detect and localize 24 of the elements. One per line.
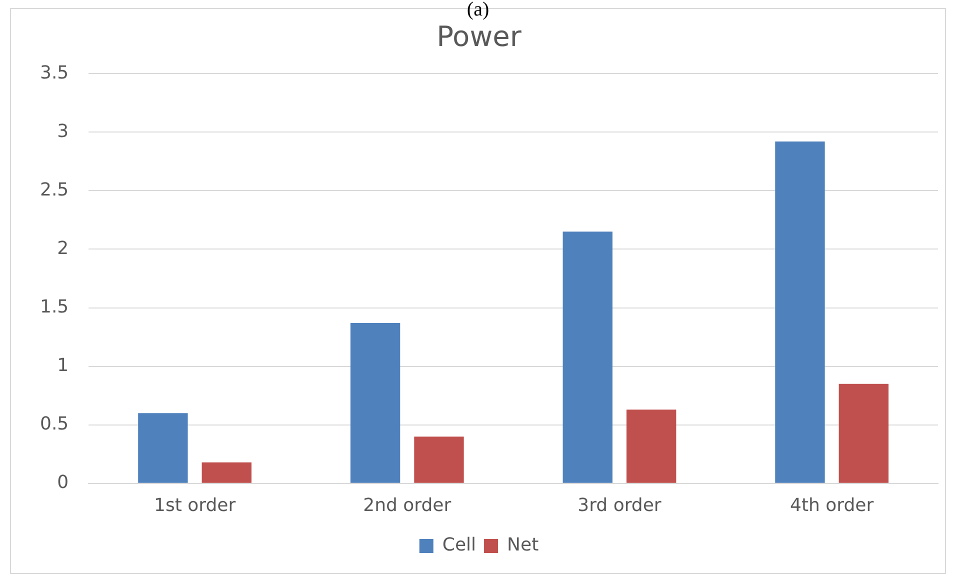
- y-tick-label: 0: [57, 472, 69, 494]
- bar: [775, 142, 825, 483]
- y-tick-label: 0.5: [40, 414, 69, 435]
- bar: [350, 322, 400, 483]
- x-tick-label: 4th order: [790, 494, 874, 516]
- bar: [626, 410, 676, 483]
- y-tick-label: 1.5: [40, 296, 69, 318]
- legend-label: Net: [507, 534, 539, 556]
- y-tick-label: 3.5: [40, 62, 69, 84]
- legend-label: Cell: [442, 534, 476, 556]
- y-tick-label: 3: [57, 120, 69, 142]
- text: (a): [466, 0, 490, 20]
- y-tick-label: 2: [57, 238, 69, 259]
- y-tick-label: 2.5: [40, 179, 69, 200]
- bar: [414, 436, 464, 483]
- bar: [138, 413, 188, 483]
- bar: [838, 384, 889, 483]
- x-tick-label: 1st order: [154, 494, 236, 516]
- chart-title: Power: [436, 20, 522, 54]
- bar: [562, 232, 612, 483]
- x-tick-label: 2nd order: [363, 494, 452, 516]
- x-tick-label: 3rd order: [578, 494, 662, 516]
- bar: [202, 462, 252, 483]
- y-tick-label: 1: [57, 354, 69, 376]
